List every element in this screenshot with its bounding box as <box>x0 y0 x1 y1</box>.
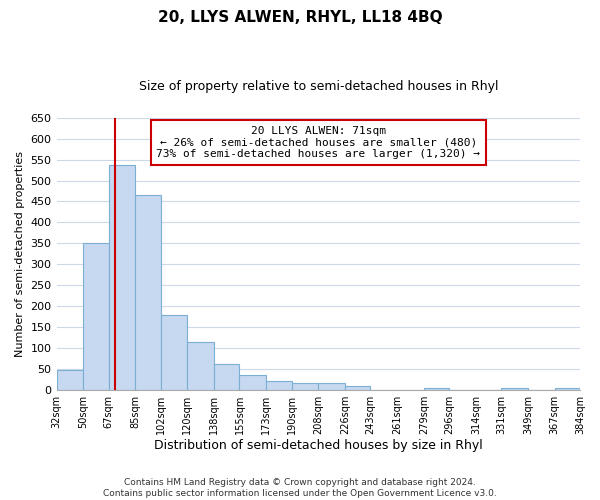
Bar <box>109 165 136 390</box>
Bar <box>345 386 370 390</box>
Text: Contains HM Land Registry data © Crown copyright and database right 2024.
Contai: Contains HM Land Registry data © Crown c… <box>103 478 497 498</box>
Text: 20 LLYS ALWEN: 71sqm
← 26% of semi-detached houses are smaller (480)
73% of semi: 20 LLYS ALWEN: 71sqm ← 26% of semi-detac… <box>156 126 480 159</box>
Bar <box>501 388 528 390</box>
Bar <box>136 195 161 390</box>
Bar <box>555 388 580 390</box>
Bar <box>56 370 83 390</box>
Y-axis label: Number of semi-detached properties: Number of semi-detached properties <box>15 150 25 356</box>
Bar <box>239 375 266 390</box>
Bar <box>424 388 449 390</box>
Title: Size of property relative to semi-detached houses in Rhyl: Size of property relative to semi-detach… <box>139 80 498 93</box>
Bar <box>187 342 214 390</box>
Bar <box>214 364 239 390</box>
Bar <box>292 384 318 390</box>
Bar <box>161 315 187 390</box>
Bar <box>318 384 345 390</box>
Bar <box>83 244 109 390</box>
X-axis label: Distribution of semi-detached houses by size in Rhyl: Distribution of semi-detached houses by … <box>154 440 482 452</box>
Bar <box>266 380 292 390</box>
Text: 20, LLYS ALWEN, RHYL, LL18 4BQ: 20, LLYS ALWEN, RHYL, LL18 4BQ <box>158 10 442 25</box>
